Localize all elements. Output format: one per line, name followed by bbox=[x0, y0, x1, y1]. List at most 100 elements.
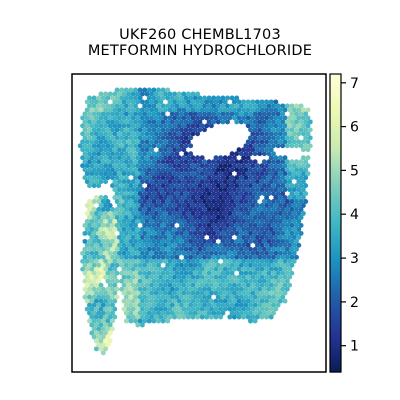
spot-1537 bbox=[156, 230, 161, 236]
spot-141 bbox=[257, 103, 263, 109]
spot-1079 bbox=[183, 191, 189, 197]
spot-524 bbox=[167, 139, 173, 145]
spot-2180 bbox=[188, 286, 194, 292]
spot-1099 bbox=[275, 191, 281, 197]
spot-1385 bbox=[98, 218, 104, 224]
spot-1272 bbox=[234, 207, 240, 212]
colorbar-segment bbox=[330, 81, 341, 85]
spot-1840 bbox=[275, 254, 281, 260]
spot-2067 bbox=[277, 274, 283, 280]
spot-1033 bbox=[162, 187, 168, 193]
spot-421 bbox=[275, 127, 281, 133]
spot-566 bbox=[183, 143, 189, 149]
spot-279 bbox=[227, 115, 233, 121]
spot-274 bbox=[204, 115, 210, 121]
spot-2311 bbox=[199, 298, 205, 304]
spot-1712 bbox=[114, 246, 120, 252]
colorbar-tick-label-1: 1 bbox=[350, 339, 359, 355]
spot-868 bbox=[241, 171, 247, 177]
spot-1837 bbox=[261, 254, 267, 260]
spot-454 bbox=[195, 131, 201, 137]
spot-1913 bbox=[188, 262, 194, 268]
spot-559 bbox=[151, 143, 157, 149]
spot-257 bbox=[126, 115, 132, 121]
spot-1779 bbox=[204, 250, 210, 256]
spot-1951 bbox=[153, 266, 159, 272]
spot-662 bbox=[144, 155, 150, 161]
spot-1447 bbox=[169, 222, 175, 228]
spot-631 bbox=[156, 151, 161, 157]
spot-1955 bbox=[172, 266, 178, 272]
spot-64 bbox=[229, 95, 235, 101]
spot-2160 bbox=[96, 286, 102, 292]
spot-390 bbox=[91, 127, 97, 133]
spot-507 bbox=[89, 139, 95, 145]
spot-1582 bbox=[149, 234, 155, 240]
spot-1337 bbox=[96, 215, 102, 220]
spot-188 bbox=[254, 107, 260, 113]
spot-406 bbox=[165, 127, 171, 133]
spot-488 bbox=[174, 135, 180, 141]
spot-848 bbox=[144, 171, 150, 177]
spot-969 bbox=[264, 179, 270, 185]
spot-2521 bbox=[91, 334, 97, 340]
spot-1739 bbox=[238, 246, 244, 252]
spot-1483 bbox=[121, 226, 127, 232]
spot-2516 bbox=[89, 330, 95, 336]
spot-1198 bbox=[107, 203, 113, 208]
spot-80 bbox=[153, 99, 159, 105]
spot-2370 bbox=[84, 306, 90, 312]
colorbar-segment bbox=[330, 267, 341, 271]
spot-277 bbox=[218, 115, 224, 121]
spot-1086 bbox=[215, 191, 221, 197]
spot-1279 bbox=[266, 207, 272, 212]
spot-446 bbox=[158, 131, 164, 137]
spot-706 bbox=[165, 159, 171, 165]
spot-178 bbox=[208, 107, 214, 113]
spot-2182 bbox=[197, 286, 203, 292]
spot-1824 bbox=[202, 254, 207, 260]
colorbar-segment bbox=[330, 106, 341, 110]
spot-2009 bbox=[211, 270, 217, 276]
spot-76 bbox=[135, 99, 141, 105]
spot-70 bbox=[103, 99, 109, 105]
spot-2355 bbox=[211, 302, 217, 308]
spot-1638 bbox=[197, 238, 203, 244]
spot-709 bbox=[179, 159, 184, 165]
spot-1725 bbox=[174, 246, 180, 252]
spot-2261 bbox=[160, 294, 166, 300]
spot-316 bbox=[169, 119, 175, 125]
spot-1597 bbox=[222, 234, 228, 240]
spot-1247 bbox=[119, 207, 125, 212]
spot-113 bbox=[123, 103, 129, 109]
spot-329 bbox=[238, 119, 244, 125]
spot-308 bbox=[133, 119, 138, 125]
spot-911 bbox=[215, 175, 221, 181]
spot-2194 bbox=[252, 286, 258, 292]
spot-2089 bbox=[174, 278, 180, 284]
spot-354 bbox=[121, 123, 127, 129]
spot-1402 bbox=[176, 218, 182, 224]
spot-594 bbox=[130, 147, 136, 153]
spot-2423 bbox=[151, 310, 157, 316]
spot-485 bbox=[160, 135, 166, 141]
spot-125 bbox=[183, 103, 189, 109]
spot-1898 bbox=[114, 262, 120, 268]
spot-2452 bbox=[103, 314, 109, 320]
colorbar-segment bbox=[330, 364, 341, 368]
spot-789 bbox=[96, 167, 102, 173]
spot-1890 bbox=[291, 258, 297, 264]
spot-1844 bbox=[294, 254, 299, 260]
spot-482 bbox=[146, 135, 152, 141]
spot-2522 bbox=[96, 334, 102, 340]
spot-625 bbox=[128, 151, 134, 157]
spot-1805 bbox=[110, 254, 115, 260]
spot-1400 bbox=[167, 218, 173, 224]
spot-457 bbox=[259, 131, 265, 137]
spot-366 bbox=[176, 123, 182, 129]
spot-2053 bbox=[213, 274, 219, 280]
spot-2267 bbox=[188, 294, 194, 300]
spot-2459 bbox=[144, 314, 150, 320]
spot-2453 bbox=[107, 314, 113, 320]
spot-764 bbox=[208, 163, 214, 169]
